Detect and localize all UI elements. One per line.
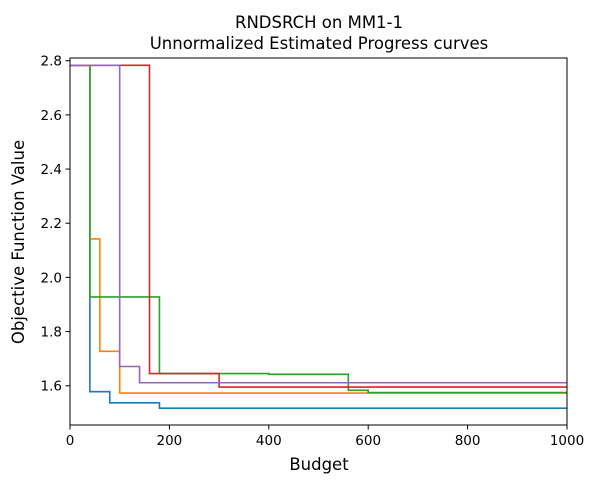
y-tick-label: 2.4 — [41, 162, 62, 178]
y-axis-label: Objective Function Value — [9, 140, 28, 344]
x-tick-label: 200 — [157, 433, 183, 449]
axes: 0 200 400 600 800 1000 1.6 1.8 2.0 2.2 2.4 2.6 2.8 — [41, 54, 585, 449]
y-tick-label: 2.8 — [41, 54, 62, 70]
x-tick-label: 1000 — [550, 433, 584, 449]
x-axis-label: Budget — [289, 455, 349, 474]
series-4-line — [70, 64, 567, 388]
x-tick-label: 800 — [455, 433, 481, 449]
series-3-line — [70, 64, 567, 394]
y-tick-label: 1.6 — [41, 379, 62, 395]
chart-subtitle: Unnormalized Estimated Progress curves — [150, 34, 489, 53]
y-tick-label: 1.8 — [41, 325, 62, 341]
chart-title: RNDSRCH on MM1-1 — [235, 13, 403, 32]
series-5-line — [70, 64, 567, 384]
plot-frame — [69, 57, 568, 426]
series-2-line — [70, 64, 567, 394]
series-1-line — [70, 64, 567, 410]
x-tick-label: 0 — [66, 433, 75, 449]
x-tick-label: 600 — [355, 433, 381, 449]
y-tick-label: 2.6 — [41, 108, 62, 124]
y-tick-label: 2.0 — [41, 270, 62, 286]
y-tick-label: 2.2 — [41, 216, 62, 232]
plot-area — [70, 64, 567, 410]
x-tick-label: 400 — [256, 433, 282, 449]
